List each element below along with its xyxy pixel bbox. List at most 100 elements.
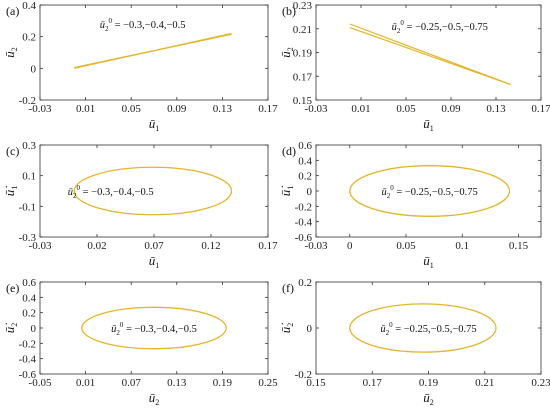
y-tick-label: -0.2: [295, 201, 312, 213]
x-tick-label: 0.15: [509, 240, 529, 252]
y-tick-label: 0.19: [293, 48, 313, 60]
y-tick-label: 0.2: [298, 277, 312, 289]
x-axis-label: ū1: [423, 253, 434, 270]
panel-a: -0.03 0.01 0.05 0.09 0.13 0.17 -0.2 0 0.2 0.4(a) ū…: [2, 0, 278, 133]
y-tick-label: -0.4: [295, 217, 313, 229]
y-tick-label: 0.1: [22, 171, 36, 183]
y-tick-label: -0.4: [19, 354, 37, 366]
y-tick-label: 0: [31, 323, 37, 335]
y-tick-label: 0.4: [22, 292, 36, 304]
y-tick-label: -0.2: [19, 95, 36, 107]
panel-label: (b): [282, 4, 296, 18]
x-axis-label: ū1: [149, 116, 160, 133]
y-tick-label: -0.3: [19, 232, 37, 244]
y-tick-label: 0.23: [293, 0, 313, 12]
initial-condition-annotation: ū20 = −0.3,−0.4,−0.5: [111, 321, 197, 337]
plot-frame: [39, 4, 269, 101]
x-tick-label: 0.17: [258, 103, 278, 115]
y-axis-label: ū2: [2, 47, 19, 58]
initial-condition-annotation: ū20 = −0.3,−0.4,−0.5: [100, 17, 186, 33]
y-tick-label: 0.2: [298, 171, 312, 183]
x-tick-label: -0.03: [305, 240, 328, 252]
y-axis-label: ū̇1: [278, 186, 295, 197]
x-tick-label: 0.23: [531, 377, 550, 389]
plot-frame: [315, 4, 542, 101]
x-tick-label: 0.17: [363, 377, 383, 389]
y-tick-label: 0.2: [22, 308, 36, 320]
x-tick-label: 0.13: [213, 103, 233, 115]
x-tick-label: 0.02: [87, 240, 106, 252]
x-tick-label: 0.01: [76, 377, 95, 389]
x-tick-label: 0.07: [144, 240, 164, 252]
x-tick-label: -0.05: [29, 377, 52, 389]
panel-f: 0.15 0.17 0.19 0.21 0.23 -0.2 0 0.2 (f) ū2 ū̇2 ū20 …: [278, 277, 550, 407]
y-tick-label: 0.17: [293, 71, 313, 83]
x-tick-label: 0.17: [258, 240, 278, 252]
y-tick-label: -0.2: [295, 369, 312, 381]
x-tick-label: 0.1: [455, 240, 469, 252]
x-axis-label: ū1: [149, 253, 160, 270]
y-axis-label: ū̇1: [2, 186, 19, 197]
x-axis-label: ū2: [423, 390, 434, 407]
panel-label: (c): [6, 144, 19, 158]
y-tick-label: 0: [307, 186, 313, 198]
trajectory-line: [74, 33, 232, 69]
x-tick-label: -0.03: [29, 103, 52, 115]
y-tick-label: 0.6: [298, 140, 312, 152]
initial-condition-annotation: ū20 = −0.25,−0.5,−0.75: [381, 184, 477, 200]
y-tick-label: -0.2: [19, 338, 36, 350]
x-tick-label: -0.03: [29, 240, 52, 252]
y-axis-label: ū̇2: [2, 323, 19, 334]
y-tick-label: 0.3: [22, 140, 36, 152]
x-tick-label: 0.13: [167, 377, 187, 389]
x-axis-label: ū1: [423, 116, 434, 133]
x-tick-label: 0.09: [441, 103, 461, 115]
phase-orbit-ellipse: [349, 165, 511, 217]
y-tick-label: 0.4: [22, 0, 36, 12]
x-tick-label: 0.05: [396, 240, 416, 252]
y-axis-label: ū2: [278, 47, 295, 58]
panel-c: -0.03 0.02 0.07 0.12 0.17 -0.3 -0.1 0.1 0.3(c) ū1…: [2, 140, 278, 270]
panel-d: -0.03 0 0.05 0.1 0.15 -0.6 -0.4 -0.2 0 0.2 0.4 0.6(…: [278, 140, 542, 270]
x-tick-label: 0.15: [306, 377, 326, 389]
phase-orbit-ellipse: [349, 303, 497, 353]
panel-e: -0.05 0.01 0.07 0.13 0.19 0.25 -0.6 -0.4 -0.2 0 0.…: [2, 277, 278, 407]
y-tick-label: 0.4: [298, 155, 312, 167]
y-tick-label: 0.6: [22, 277, 36, 289]
panel-b: -0.03 0.01 0.05 0.09 0.13 0.17 0.15 0.17 0.19 0.2…: [278, 0, 550, 133]
x-tick-label: 0.12: [201, 240, 220, 252]
x-tick-label: 0.25: [258, 377, 278, 389]
initial-condition-annotation: ū20 = −0.25,−0.5,−0.75: [380, 321, 476, 337]
initial-condition-annotation: ū20 = −0.3,−0.4,−0.5: [68, 184, 154, 200]
x-tick-label: 0.21: [475, 377, 494, 389]
x-tick-label: 0.05: [396, 103, 416, 115]
x-tick-label: -0.03: [305, 103, 328, 115]
x-tick-label: 0.19: [213, 377, 233, 389]
y-tick-label: 0.15: [293, 95, 313, 107]
y-tick-label: 0: [31, 63, 37, 75]
phase-orbit-ellipse: [73, 166, 233, 216]
x-tick-label: 0.05: [122, 103, 142, 115]
y-tick-label: 0.2: [22, 32, 36, 44]
y-tick-label: 0: [307, 323, 313, 335]
x-tick-label: 0.17: [531, 103, 550, 115]
phase-orbit-ellipse: [81, 306, 227, 350]
initial-condition-annotation: ū20 = −0.25,−0.5,−0.75: [392, 19, 488, 35]
panel-label: (a): [6, 4, 19, 18]
y-tick-label: -0.6: [295, 232, 313, 244]
y-tick-label: -0.1: [19, 201, 36, 213]
trajectory-line: [349, 26, 511, 86]
x-tick-label: 0.09: [167, 103, 187, 115]
x-tick-label: 0.01: [76, 103, 95, 115]
y-axis-label: ū̇2: [278, 323, 295, 334]
x-tick-label: 0.01: [351, 103, 370, 115]
panel-label: (f): [282, 281, 294, 295]
x-axis-label: ū2: [149, 390, 160, 407]
x-tick-label: 0.19: [419, 377, 439, 389]
x-tick-label: 0.13: [486, 103, 506, 115]
x-tick-label: 0.07: [122, 377, 142, 389]
panel-label: (d): [282, 144, 296, 158]
y-tick-label: -0.6: [19, 369, 37, 381]
y-tick-label: 0.21: [293, 24, 312, 36]
